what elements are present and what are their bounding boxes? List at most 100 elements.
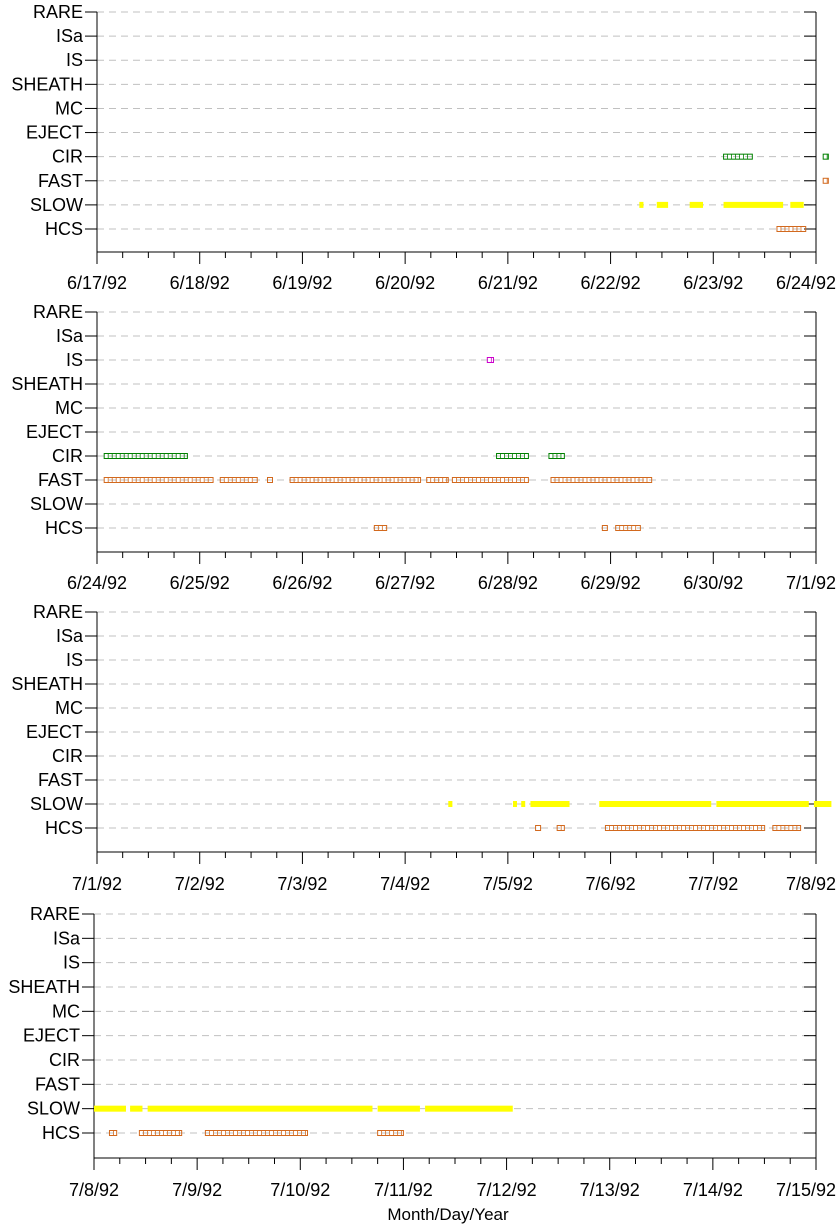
- hcs-interval: [556, 825, 565, 831]
- y-tick-label-rare: RARE: [33, 302, 83, 322]
- x-tick-label: 6/20/92: [375, 273, 435, 293]
- y-tick-label-is: IS: [66, 650, 83, 670]
- slow-interval: [813, 801, 832, 807]
- slow-interval: [530, 801, 570, 807]
- x-tick-label: 7/10/92: [270, 1180, 330, 1200]
- slow-interval: [448, 801, 453, 807]
- y-tick-label-fast: FAST: [38, 470, 83, 490]
- x-tick-label: 7/15/92: [776, 1180, 836, 1200]
- x-tick-label: 6/21/92: [478, 273, 538, 293]
- slow-interval: [425, 1105, 513, 1112]
- y-tick-label-sheath: SHEATH: [8, 977, 80, 997]
- panel-1: RARE ISa IS SHEATH MC EJECT CIR FAST SLOW HCS 6/17…: [11, 2, 836, 293]
- x-tick-label: 7/13/92: [580, 1180, 640, 1200]
- y-tick-label-slow: SLOW: [27, 1099, 80, 1119]
- x-tick-label: 6/28/92: [478, 573, 538, 593]
- x-tick-label: 7/4/92: [380, 874, 430, 894]
- x-tick-label: 6/24/92: [776, 273, 836, 293]
- x-tick-label: 7/1/92: [786, 573, 836, 593]
- y-tick-label-hcs: HCS: [45, 518, 83, 538]
- cir-interval: [822, 153, 829, 160]
- is-interval: [486, 357, 494, 363]
- y-tick-label-isa: ISa: [56, 326, 84, 346]
- x-tick-label: 6/26/92: [272, 573, 332, 593]
- x-tick-label: 6/29/92: [581, 573, 641, 593]
- x-tick-label: 7/1/92: [72, 874, 122, 894]
- y-tick-label-mc: MC: [55, 98, 83, 118]
- y-tick-label-fast: FAST: [38, 171, 83, 191]
- y-tick-label-is: IS: [66, 50, 83, 70]
- cir-interval: [103, 453, 188, 459]
- y-tick-label-hcs: HCS: [45, 818, 83, 838]
- y-tick-label-slow: SLOW: [30, 794, 83, 814]
- y-tick-label-hcs: HCS: [45, 219, 83, 239]
- hcs-interval: [138, 1130, 183, 1136]
- hcs-interval: [776, 226, 807, 232]
- slow-interval: [147, 1105, 373, 1112]
- hcs-interval: [535, 825, 542, 831]
- hcs-interval: [601, 525, 608, 531]
- y-tick-label-fast: FAST: [35, 1074, 80, 1094]
- cir-interval: [723, 153, 753, 160]
- y-tick-label-mc: MC: [55, 398, 83, 418]
- fast-interval: [289, 477, 422, 483]
- fast-interval: [550, 477, 653, 483]
- y-tick-label-eject: EJECT: [26, 123, 83, 143]
- hcs-interval: [772, 825, 802, 831]
- x-tick-label: 6/19/92: [272, 273, 332, 293]
- hcs-interval: [204, 1130, 309, 1136]
- x-tick-label: 7/2/92: [175, 874, 225, 894]
- slow-interval: [639, 201, 644, 208]
- x-tick-label: 6/24/92: [67, 573, 127, 593]
- slow-interval: [512, 801, 517, 807]
- y-tick-label-is: IS: [66, 350, 83, 370]
- y-tick-label-eject: EJECT: [23, 1026, 80, 1046]
- y-tick-label-cir: CIR: [52, 446, 83, 466]
- y-tick-label-isa: ISa: [53, 928, 81, 948]
- y-tick-label-rare: RARE: [33, 602, 83, 622]
- y-tick-label-sheath: SHEATH: [11, 674, 83, 694]
- slow-interval: [790, 201, 804, 208]
- panel-3: RARE ISa IS SHEATH MC EJECT CIR FAST SLOW HCS 7/1/…: [11, 602, 836, 894]
- x-tick-label: 7/9/92: [172, 1180, 222, 1200]
- fast-interval: [822, 177, 829, 184]
- y-tick-label-eject: EJECT: [26, 722, 83, 742]
- x-tick-label: 6/17/92: [67, 273, 127, 293]
- slow-interval: [130, 1105, 143, 1112]
- slow-interval: [377, 1105, 420, 1112]
- x-tick-label: 7/8/92: [69, 1180, 119, 1200]
- y-tick-label-mc: MC: [55, 698, 83, 718]
- x-tick-label: 6/25/92: [170, 573, 230, 593]
- y-tick-label-sheath: SHEATH: [11, 74, 83, 94]
- y-tick-label-slow: SLOW: [30, 494, 83, 514]
- y-tick-label-slow: SLOW: [30, 195, 83, 215]
- x-tick-label: 6/30/92: [683, 573, 743, 593]
- y-tick-label-rare: RARE: [30, 904, 80, 924]
- y-tick-label-cir: CIR: [52, 147, 83, 167]
- slow-interval: [599, 801, 712, 807]
- x-tick-label: 7/12/92: [477, 1180, 537, 1200]
- y-tick-label-is: IS: [63, 953, 80, 973]
- x-tick-label: 7/6/92: [586, 874, 636, 894]
- y-tick-label-cir: CIR: [49, 1050, 80, 1070]
- fast-interval: [103, 477, 214, 483]
- slow-interval: [716, 801, 809, 807]
- panel-4: RARE ISa IS SHEATH MC EJECT CIR FAST SLOW HCS 7/8/…: [8, 904, 836, 1200]
- slow-interval: [521, 801, 526, 807]
- x-tick-label: 6/27/92: [375, 573, 435, 593]
- fast-interval: [219, 477, 258, 483]
- slow-interval: [656, 201, 669, 208]
- x-tick-label: 7/5/92: [483, 874, 533, 894]
- x-tick-label: 6/18/92: [170, 273, 230, 293]
- fast-interval: [267, 477, 274, 483]
- fast-interval: [426, 477, 449, 483]
- y-tick-label-sheath: SHEATH: [11, 374, 83, 394]
- x-tick-label: 7/7/92: [688, 874, 738, 894]
- panel-2: RARE ISa IS SHEATH MC EJECT CIR FAST SLOW HCS 6/24…: [11, 302, 836, 593]
- slow-interval: [723, 201, 784, 208]
- slow-interval: [689, 201, 704, 208]
- slow-interval: [94, 1105, 126, 1112]
- y-tick-label-cir: CIR: [52, 746, 83, 766]
- fast-interval: [451, 477, 529, 483]
